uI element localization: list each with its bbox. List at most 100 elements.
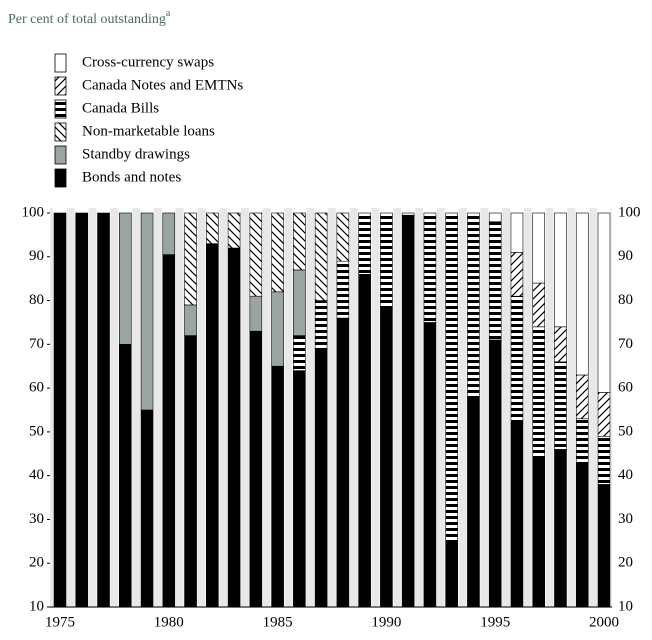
bar-segment	[597, 435, 611, 485]
legend-swatch	[54, 99, 67, 119]
bar-segment	[401, 214, 415, 608]
bar-segment	[293, 212, 306, 271]
y-tick-label: 100	[22, 204, 45, 220]
bar-segment	[184, 304, 197, 336]
bar-segment	[184, 212, 197, 306]
y-tick-label-right: 40	[618, 467, 633, 483]
legend-label: Non-marketable loans	[82, 123, 215, 139]
legend-label: Standby drawings	[82, 146, 190, 162]
bar-segment	[554, 212, 567, 328]
bar-segment	[140, 409, 154, 608]
y-tick-label-right: 60	[618, 380, 633, 396]
bar-segment	[554, 361, 567, 450]
bar-segment	[249, 212, 263, 297]
bar-segment	[314, 348, 328, 608]
bar-segment	[423, 322, 437, 608]
bar-segment	[423, 212, 437, 323]
x-tick-label: 1975	[45, 614, 75, 630]
bar-segment	[271, 291, 284, 367]
bar-segment	[510, 295, 524, 424]
bar-segment	[597, 484, 611, 608]
bar-segment	[118, 212, 132, 345]
bar-segment	[271, 212, 284, 293]
bar-segment	[597, 212, 611, 393]
legend-label: Cross-currency swaps	[82, 54, 214, 70]
bar-segment	[488, 221, 502, 341]
bar-segment	[314, 300, 328, 350]
y-tick-label-right: 80	[618, 292, 633, 308]
bar-segment	[249, 330, 263, 608]
bar-segment	[510, 422, 524, 608]
bar-segment	[249, 295, 263, 332]
bar-segment	[184, 335, 197, 608]
bar-segment	[336, 260, 350, 319]
bar-segment	[575, 374, 589, 420]
y-tick-label-right: 100	[618, 204, 641, 220]
y-tick-label-right: 20	[618, 555, 633, 571]
bar-segment	[227, 212, 241, 249]
bar-segment	[445, 541, 458, 608]
bar-segment	[358, 212, 371, 275]
plot-background	[50, 208, 612, 608]
y-tick-label: 70	[29, 336, 44, 352]
bar-segment	[227, 247, 241, 608]
bar-segment	[510, 252, 524, 297]
bar-segment	[575, 418, 589, 463]
y-tick-label: 60	[29, 380, 44, 396]
legend-swatch	[54, 168, 67, 188]
bar-segment	[293, 269, 306, 336]
y-tick-label: 40	[29, 467, 44, 483]
bar-segment	[162, 212, 176, 255]
legend-label: Canada Bills	[82, 100, 159, 116]
bar-segment	[118, 344, 132, 608]
bar-segment	[314, 212, 328, 301]
legend-swatch	[54, 53, 67, 73]
y-tick-label: 20	[29, 555, 44, 571]
bar-segment	[532, 326, 546, 459]
y-tick-label-right: 90	[618, 248, 633, 264]
bar-segment	[380, 309, 393, 608]
x-tick-label: 1995	[480, 614, 510, 630]
y-tick-label-right: 50	[618, 423, 633, 439]
bar-segment	[380, 212, 393, 310]
bar-segment	[467, 396, 480, 608]
bar-segment	[401, 212, 415, 216]
bar-segment	[53, 212, 67, 608]
y-tick-label: 80	[29, 292, 44, 308]
bar-segment	[97, 212, 110, 608]
x-tick-label: 2000	[589, 614, 619, 630]
bar-segment	[488, 339, 502, 608]
bar-segment	[336, 212, 350, 262]
bar-segment	[488, 212, 502, 223]
bar-segment	[554, 326, 567, 363]
y-tick-label-right: 70	[618, 336, 633, 352]
y-tick-label: 50	[29, 423, 44, 439]
bar-segment	[597, 392, 611, 437]
x-tick-label: 1990	[371, 614, 401, 630]
bar-segment	[532, 212, 546, 284]
bar-segment	[575, 462, 589, 608]
y-tick-label: 10	[29, 598, 44, 614]
legend-label: Bonds and notes	[82, 169, 181, 185]
subtitle: Per cent of total outstandinga	[8, 8, 171, 27]
x-tick-label: 1985	[263, 614, 293, 630]
bar-segment	[532, 282, 546, 328]
y-tick-label: 30	[29, 511, 44, 527]
bar-segment	[162, 254, 176, 608]
legend-swatch	[54, 122, 67, 142]
bar-segment	[467, 212, 480, 398]
y-tick-label-right: 10	[618, 598, 633, 614]
bar-segment	[75, 212, 89, 608]
bar-segment	[293, 370, 306, 608]
bar-segment	[336, 317, 350, 608]
y-tick-label-right: 30	[618, 511, 633, 527]
legend-swatch	[54, 145, 67, 165]
legend-swatch	[54, 76, 67, 96]
bar-segment	[532, 457, 546, 608]
bar-segment	[206, 212, 219, 244]
bar-segment	[510, 212, 524, 253]
bar-segment	[445, 212, 458, 542]
bar-segment	[206, 243, 219, 608]
x-tick-label: 1980	[154, 614, 184, 630]
